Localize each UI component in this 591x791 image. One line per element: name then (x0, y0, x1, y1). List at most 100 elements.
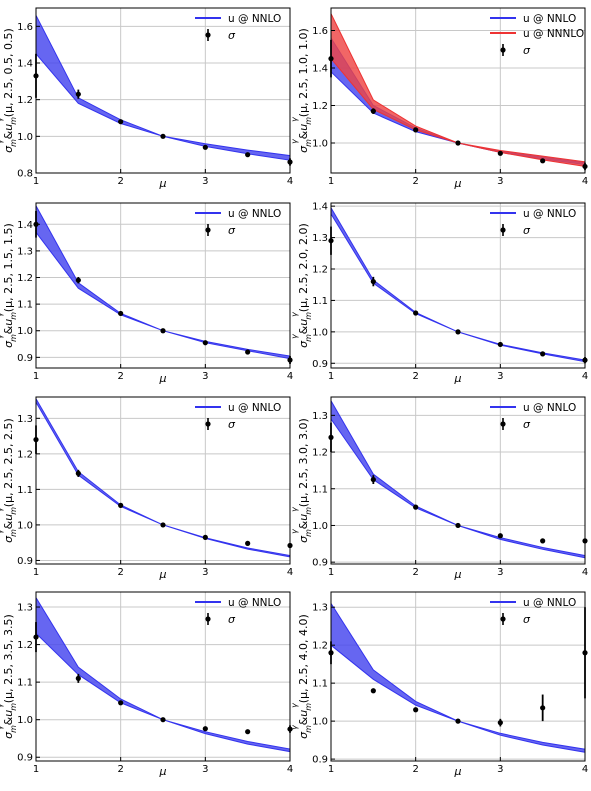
x-axis-label: μ (454, 177, 462, 190)
plot-frame (330, 591, 586, 762)
y-tick-label: 1.1 (312, 484, 328, 495)
data-point (202, 534, 208, 540)
x-axis-label: μ (159, 568, 167, 581)
legend-label-points: σ (523, 613, 531, 626)
y-tick-label: 1.0 (17, 520, 33, 531)
y-tick-label: 1.1 (17, 300, 33, 311)
y-tick-label: 1.6 (312, 26, 328, 37)
band-nnlo (330, 601, 586, 753)
y-axis-label: σmγ&umγ(μ, 2.5, 3.0, 3.0) (290, 418, 313, 543)
band-nnlo (330, 205, 586, 363)
legend-label: u @ NNLO (523, 13, 576, 25)
band-nnlo (35, 205, 291, 360)
x-tick-label: 1 (328, 567, 334, 578)
legend-point-swatch (205, 421, 211, 427)
legend-label: u @ NNLO (523, 597, 576, 609)
x-tick-label: 3 (497, 371, 503, 382)
y-tick-label: 1.2 (312, 265, 328, 276)
x-tick-label: 1 (33, 764, 39, 775)
x-tick-label: 3 (202, 567, 208, 578)
legend-label: u @ NNLO (228, 402, 281, 414)
legend-point-swatch (500, 227, 506, 233)
y-tick-label: 1.4 (312, 202, 328, 213)
y-tick-label: 1.2 (17, 95, 33, 106)
chart-panel-5: 1 2 3 4 0.9 1.0 1.1 1.2 1.3 μ σmγ&umγ(μ, 2.5, 2.5,… (0, 396, 293, 581)
chart-panel-3: 1 2 3 4 0.9 1.0 1.1 1.2 1.3 1.4 μ σmγ&umγ(μ, 2.5, 1… (0, 202, 293, 385)
data-point (497, 150, 503, 156)
x-axis-label: μ (159, 765, 167, 778)
y-axis-label: σmγ&umγ(μ, 2.5, 1.5, 1.5) (0, 223, 18, 348)
data-point (245, 540, 251, 546)
data-point (160, 133, 166, 139)
plot-frame (35, 202, 291, 369)
legend-point-swatch (500, 421, 506, 427)
x-axis-label: μ (454, 765, 462, 778)
y-tick-label: 0.9 (17, 353, 33, 364)
legend-label: u @ NNLO (228, 208, 281, 220)
data-point (413, 504, 419, 510)
data-point (455, 718, 461, 724)
data-point (455, 329, 461, 335)
x-tick-label: 4 (582, 764, 588, 775)
x-tick-label: 4 (582, 371, 588, 382)
y-tick-label: 1.3 (17, 414, 33, 425)
x-tick-label: 1 (33, 371, 39, 382)
legend-label: u @ NNNLO (523, 28, 584, 40)
x-tick-label: 3 (497, 567, 503, 578)
legend-point-swatch (205, 616, 211, 622)
x-tick-label: 4 (287, 764, 293, 775)
legend-label: u @ NNLO (523, 402, 576, 414)
band-nnlo (35, 396, 291, 558)
data-point (497, 533, 503, 539)
data-point (245, 729, 251, 735)
y-tick-label: 1.0 (312, 521, 328, 532)
y-tick-label: 1.6 (17, 22, 33, 33)
y-tick-label: 1.2 (17, 640, 33, 651)
x-tick-label: 1 (328, 764, 334, 775)
chart-panel-4: 1 2 3 4 0.9 1.0 1.1 1.2 1.3 1.4 μ σmγ&umγ(μ, 2.5, 2… (290, 202, 588, 385)
data-point (540, 538, 546, 544)
x-tick-label: 3 (497, 176, 503, 187)
x-axis-label: μ (159, 177, 167, 190)
chart-panel-8: 1 2 3 4 0.9 1.0 1.1 1.2 1.3 μ σmγ&umγ(μ, 2.5, 4.0,… (290, 591, 588, 778)
x-tick-label: 3 (497, 764, 503, 775)
y-tick-label: 1.2 (312, 448, 328, 459)
x-tick-label: 4 (582, 567, 588, 578)
y-tick-label: 1.2 (17, 273, 33, 284)
y-tick-label: 1.4 (17, 220, 33, 231)
y-tick-label: 0.9 (312, 359, 328, 370)
data-point (118, 700, 124, 706)
y-tick-label: 1.0 (17, 715, 33, 726)
y-tick-label: 0.9 (312, 755, 328, 766)
y-tick-label: 1.3 (312, 411, 328, 422)
y-tick-label: 1.1 (17, 485, 33, 496)
legend-label-points: σ (228, 418, 236, 431)
x-tick-label: 1 (33, 567, 39, 578)
x-tick-label: 2 (117, 176, 123, 187)
data-point (160, 522, 166, 528)
x-tick-label: 3 (202, 371, 208, 382)
y-tick-label: 1.0 (312, 327, 328, 338)
data-point (540, 351, 546, 357)
data-point (118, 310, 124, 317)
data-point (413, 310, 419, 316)
y-tick-label: 1.0 (312, 139, 328, 150)
y-tick-label: 0.9 (17, 556, 33, 567)
data-point (245, 349, 251, 355)
data-point (160, 717, 166, 723)
band-nnlo (35, 595, 291, 753)
band-nnlo (330, 398, 586, 559)
x-tick-label: 4 (287, 371, 293, 382)
data-point (75, 277, 81, 283)
data-point (245, 152, 251, 158)
y-tick-label: 0.9 (17, 753, 33, 764)
y-tick-label: 1.0 (17, 326, 33, 337)
data-point (118, 502, 124, 508)
y-axis-label: σmγ&umγ(μ, 2.5, 2.5, 2.5) (0, 418, 18, 543)
x-tick-label: 4 (582, 176, 588, 187)
x-tick-label: 1 (328, 176, 334, 187)
y-tick-label: 1.1 (312, 296, 328, 307)
x-tick-label: 2 (117, 567, 123, 578)
data-point (370, 108, 376, 114)
x-axis-label: μ (159, 372, 167, 385)
